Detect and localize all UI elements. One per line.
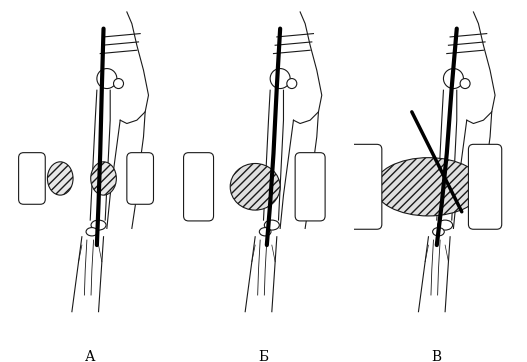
- Ellipse shape: [47, 162, 73, 195]
- FancyBboxPatch shape: [348, 144, 382, 229]
- Ellipse shape: [91, 220, 106, 230]
- Ellipse shape: [433, 228, 444, 236]
- Ellipse shape: [374, 158, 483, 216]
- Ellipse shape: [287, 79, 297, 89]
- Ellipse shape: [259, 228, 271, 236]
- Text: А: А: [85, 350, 95, 362]
- FancyBboxPatch shape: [183, 153, 213, 221]
- Ellipse shape: [230, 164, 280, 210]
- FancyBboxPatch shape: [127, 153, 153, 204]
- Ellipse shape: [443, 68, 463, 89]
- Ellipse shape: [113, 79, 123, 89]
- Text: Б: Б: [258, 350, 269, 362]
- Ellipse shape: [265, 220, 279, 230]
- FancyBboxPatch shape: [469, 144, 502, 229]
- Text: В: В: [432, 350, 442, 362]
- FancyBboxPatch shape: [18, 153, 45, 204]
- Ellipse shape: [437, 220, 453, 230]
- Ellipse shape: [91, 162, 116, 195]
- Ellipse shape: [270, 68, 290, 89]
- Ellipse shape: [86, 228, 97, 236]
- FancyBboxPatch shape: [295, 153, 325, 221]
- Ellipse shape: [97, 68, 117, 89]
- Ellipse shape: [460, 79, 470, 89]
